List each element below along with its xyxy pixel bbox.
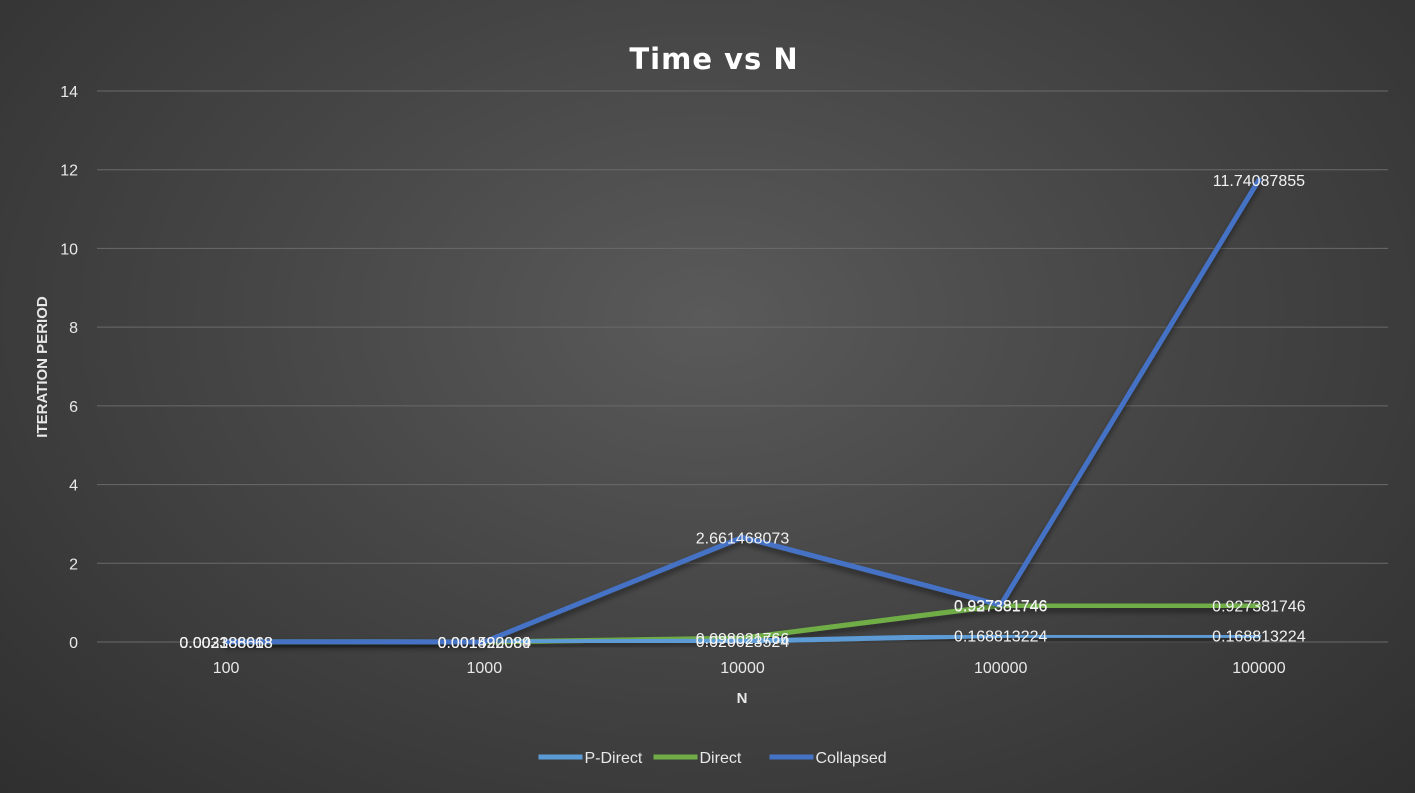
y-tick-label: 6 [69,399,78,416]
y-tick-label: 14 [60,84,78,101]
x-tick-label: 100000 [974,660,1027,677]
x-tick-label: 100 [213,660,240,677]
x-axis-label: N [737,690,748,707]
y-tick-label: 2 [69,556,78,573]
legend-label: P-Direct [585,750,643,767]
x-axis-ticks: 100 1000 10000 100000 100000 [213,660,1286,677]
legend-item-p-direct: P-Direct [538,750,643,767]
series-lines [223,177,1262,645]
y-axis-ticks: 0 2 4 6 8 10 12 14 [60,84,78,652]
legend-label: Collapsed [816,750,887,767]
y-tick-label: 4 [69,478,78,495]
data-label: 2.661468073 [696,530,790,547]
x-tick-label: 100000 [1232,660,1285,677]
data-labels: 0.002388068 0.001492089 0.020023524 0.16881… [179,173,1305,652]
data-label: 0.001492089 [438,635,532,652]
x-tick-label: 10000 [720,660,765,677]
data-label: 11.74087855 [1213,173,1305,190]
gridlines [97,90,1388,643]
legend: P-Direct Direct Collapsed [538,750,887,767]
y-tick-label: 0 [69,635,78,652]
chart-title: Time vs N [629,42,798,76]
legend-label: Direct [700,750,742,767]
data-label: 0.168813224 [1212,628,1306,645]
data-label: 0.003186618 [179,635,273,652]
data-label: 0.020023524 [696,634,790,651]
data-label: 0.001520084 [438,635,532,652]
data-label: 0.927381746 [1212,599,1306,616]
data-label: 0.001492089 [438,635,532,652]
data-label: 0.168813224 [954,628,1048,645]
y-tick-label: 10 [60,241,78,258]
x-tick-label: 1000 [467,660,503,677]
y-tick-label: 12 [60,163,78,180]
y-tick-label: 8 [69,320,78,337]
data-label: 0.937381746 [954,598,1048,615]
legend-item-collapsed: Collapsed [769,750,887,767]
series-line-collapsed [223,177,1262,645]
legend-item-direct: Direct [653,750,742,767]
y-axis-label: ITERATION PERIOD [34,296,51,438]
data-label: 0.927381746 [954,599,1048,616]
data-label: 0.002388068 [179,635,273,652]
data-label: 0.002388068 [179,635,273,652]
data-label: 0.098021766 [696,631,790,648]
